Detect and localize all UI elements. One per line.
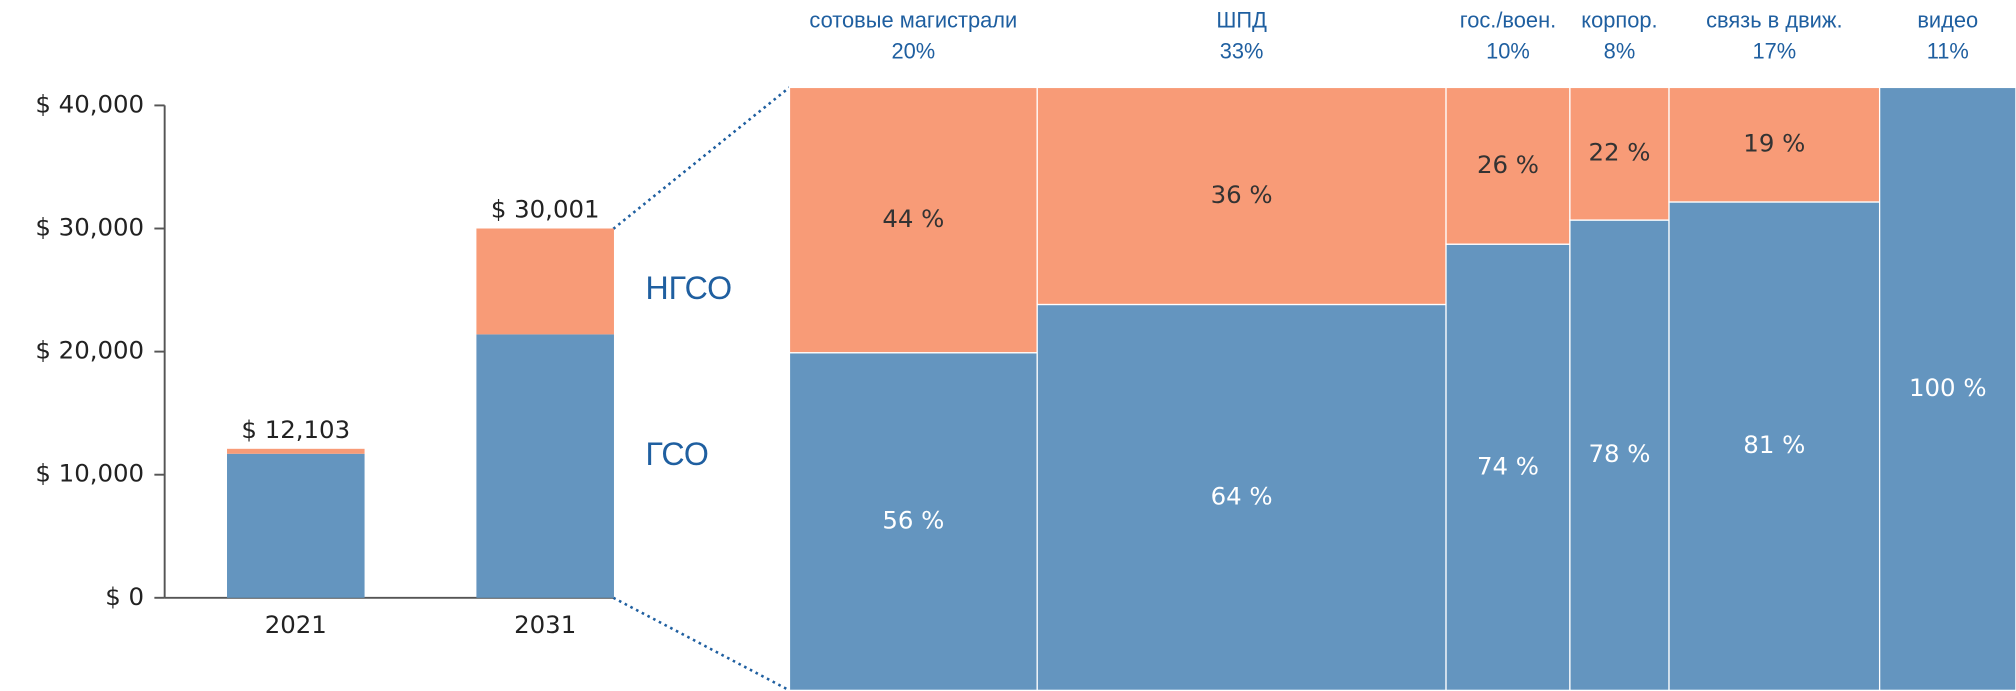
data-label: 100 %	[1909, 373, 1987, 402]
mekko-segment	[1445, 86, 1571, 245]
y-tick-label: $ 0	[105, 582, 144, 611]
series-label: ГСО	[645, 436, 708, 472]
connector	[612, 596, 791, 691]
data-label: 74 %	[1477, 451, 1539, 480]
bar-segment	[227, 453, 365, 598]
width-label: 17%	[1752, 38, 1796, 63]
x-tick-label: 2031	[514, 610, 576, 639]
category-label: ШПД	[1216, 8, 1267, 33]
mekko-segment	[788, 86, 1038, 354]
mekko-segment	[788, 352, 1038, 691]
mekko-segment	[1878, 86, 2016, 691]
bar-segment	[476, 228, 614, 335]
width-label: 11%	[1927, 38, 1969, 63]
mekko-segment	[1036, 86, 1447, 306]
data-label: 19 %	[1743, 129, 1805, 158]
width-label: 33%	[1220, 38, 1264, 63]
total-label: $ 12,103	[241, 415, 350, 444]
mekko-segment	[1445, 243, 1571, 691]
data-label: 36 %	[1211, 180, 1273, 209]
y-tick-label: $ 20,000	[35, 336, 144, 365]
data-label: 22 %	[1588, 138, 1650, 167]
data-label: 64 %	[1211, 481, 1273, 510]
mekko-segment	[1569, 86, 1670, 221]
connector	[612, 86, 791, 230]
mekko-segment	[1668, 201, 1881, 691]
width-label: 8%	[1604, 38, 1636, 63]
width-label: 20%	[891, 38, 935, 63]
mekko-segment	[1036, 303, 1447, 691]
bar-segment	[476, 334, 614, 598]
series-label: НГСО	[645, 270, 732, 306]
width-label: 10%	[1486, 38, 1530, 63]
data-label: 81 %	[1743, 430, 1805, 459]
category-label: связь в движ.	[1706, 8, 1842, 33]
y-tick-label: $ 30,000	[35, 213, 144, 242]
category-label: видео	[1917, 8, 1978, 33]
data-label: 26 %	[1477, 150, 1539, 179]
total-label: $ 30,001	[491, 195, 600, 224]
data-label: 56 %	[882, 506, 944, 535]
data-label: 44 %	[882, 204, 944, 233]
mekko-segment	[1668, 86, 1881, 203]
category-label: сотовые магистрали	[809, 8, 1017, 33]
category-label: корпор.	[1581, 8, 1657, 33]
y-tick-label: $ 10,000	[35, 459, 144, 488]
category-label: гос./воен.	[1460, 8, 1556, 33]
bar-segment	[227, 448, 365, 454]
mekko-segment	[1569, 219, 1670, 691]
x-tick-label: 2021	[265, 610, 327, 639]
data-label: 78 %	[1588, 439, 1650, 468]
y-tick-label: $ 40,000	[35, 89, 144, 118]
